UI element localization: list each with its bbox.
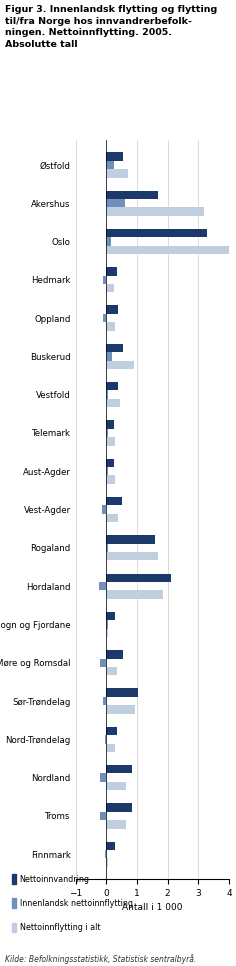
Bar [106,859,108,867]
Bar [103,314,106,323]
Bar [106,804,132,811]
Bar [106,353,112,360]
Bar [106,705,135,714]
Bar [106,475,115,484]
Bar [106,268,117,275]
Bar [106,744,115,752]
Bar [106,160,114,169]
Bar [106,383,118,390]
Bar [106,305,118,314]
Bar [106,650,123,659]
Bar [106,238,111,245]
Bar [106,781,126,790]
Bar [106,820,126,829]
Bar [106,438,115,445]
Bar [106,153,123,160]
Bar [106,514,118,523]
Text: Nettoinnvandring: Nettoinnvandring [20,875,90,884]
Bar [106,420,114,429]
Bar [106,459,114,468]
Bar [106,535,155,544]
Text: Innenlandsk nettoinnflytting: Innenlandsk nettoinnflytting [20,899,133,908]
Bar [106,429,108,438]
Bar [106,620,108,629]
Bar [106,323,115,330]
Bar [106,574,171,582]
Bar [106,468,108,475]
Bar [106,199,125,208]
Bar [106,360,134,369]
X-axis label: Antall i 1 000: Antall i 1 000 [122,903,182,912]
Bar [106,765,132,774]
Bar [106,190,158,199]
Bar [106,344,123,353]
Bar [106,245,229,254]
Bar [103,275,106,284]
Bar [106,841,115,850]
Bar [106,399,120,408]
Bar [101,505,106,514]
Bar [105,735,106,744]
Bar [106,611,115,620]
Text: Kilde: Befolkningsstatistikk, Statistisk sentralbyrå.: Kilde: Befolkningsstatistikk, Statistisk… [5,954,196,964]
Bar [106,390,108,399]
Bar [106,667,117,675]
Text: Figur 3. Innenlandsk flytting og flytting
til/fra Norge hos innvandrerbefolk-
ni: Figur 3. Innenlandsk flytting og flyttin… [5,5,217,49]
Bar [106,590,163,599]
Bar [106,284,114,293]
Bar [100,659,106,667]
Bar [105,850,106,859]
Bar [106,726,117,735]
Bar [98,582,106,590]
Bar [106,544,108,552]
Bar [106,208,204,215]
Bar [106,169,128,178]
Bar [106,552,158,560]
Bar [106,229,207,238]
Bar [100,774,106,781]
Bar [106,689,138,696]
Text: Nettoinnflytting i alt: Nettoinnflytting i alt [20,923,100,932]
Bar [100,811,106,820]
Bar [103,696,106,705]
Bar [106,629,108,637]
Bar [106,497,122,505]
